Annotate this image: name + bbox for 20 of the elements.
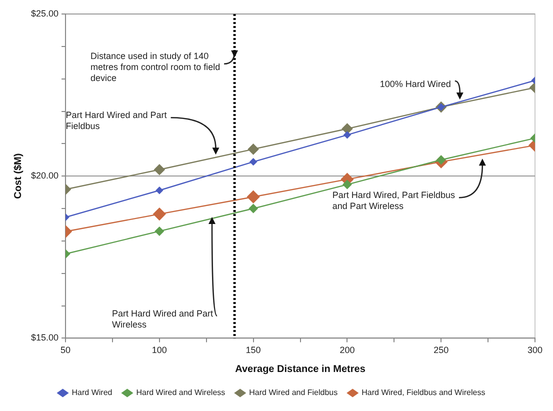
- legend-label: Hard Wired: [72, 388, 112, 398]
- annotation: Distance used in study of 140 metres from control room to field device: [90, 50, 220, 83]
- y-tick-label: $15.00: [30, 332, 59, 343]
- x-tick-label: 200: [340, 345, 355, 356]
- y-tick-label: $20.00: [30, 170, 59, 181]
- x-tick-label: 150: [246, 345, 261, 356]
- x-tick-label: 100: [152, 345, 167, 356]
- legend-label: Hard Wired and Fieldbus: [249, 388, 338, 398]
- annotation: 100% Hard Wired: [380, 79, 451, 90]
- legend-label: Hard Wired, Fieldbus and Wireless: [362, 388, 486, 398]
- x-tick-label: 50: [60, 345, 71, 356]
- x-axis-title: Average Distance in Metres: [235, 364, 366, 375]
- x-tick-label: 300: [527, 345, 543, 356]
- y-tick-label: $25.00: [30, 8, 59, 18]
- annotation: Part Hard Wired, Part Fieldbus and Part Wireless: [332, 190, 456, 212]
- x-tick-label: 250: [434, 345, 449, 356]
- y-axis-title: Cost ($M): [12, 153, 24, 199]
- annotation: Part Hard Wired and Part Fieldbus: [66, 110, 168, 132]
- legend-label: Hard Wired and Wireless: [136, 388, 226, 398]
- annotation: Part Hard Wired and Part Wireless: [112, 308, 214, 330]
